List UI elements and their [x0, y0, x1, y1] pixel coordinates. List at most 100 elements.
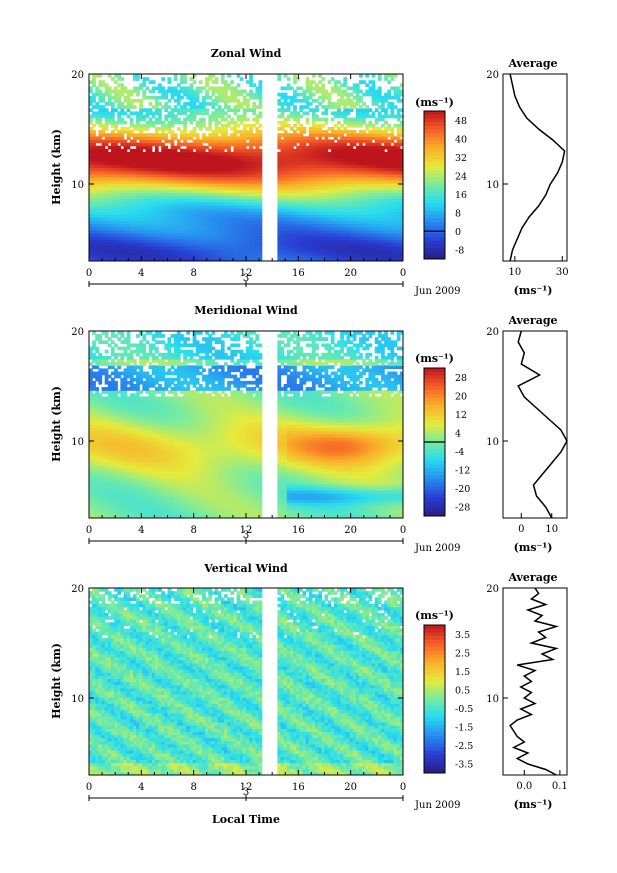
heatmap-cell: [368, 229, 373, 234]
heatmap-cell: [252, 242, 257, 247]
heatmap-cell: [286, 176, 291, 181]
heatmap-cell: [308, 239, 313, 243]
heatmap-cell: [132, 126, 137, 131]
heatmap-cell: [154, 155, 159, 159]
heatmap-cell: [101, 139, 106, 144]
heatmap-cell: [158, 117, 162, 122]
heatmap-cell: [170, 145, 175, 150]
heatmap-cell: [246, 142, 250, 147]
heatmap-cell: [374, 195, 379, 200]
heatmap-cell: [158, 257, 162, 261]
heatmap-cell: [302, 245, 307, 250]
heatmap-cell: [277, 92, 282, 97]
heatmap-cell: [387, 148, 392, 153]
heatmap-cell: [277, 217, 282, 222]
heatmap-cell: [252, 167, 257, 172]
heatmap-cell: [324, 239, 329, 243]
heatmap-cell: [205, 189, 209, 194]
heatmap-cell: [286, 167, 291, 172]
heatmap-cell: [283, 223, 288, 228]
heatmap-cell: [289, 167, 294, 172]
heatmap-cell: [305, 192, 310, 197]
heatmap-cell: [333, 179, 338, 184]
heatmap-cell: [202, 123, 206, 128]
heatmap-cell: [142, 126, 147, 131]
heatmap-cell: [296, 232, 300, 237]
heatmap-cell: [164, 105, 169, 109]
heatmap-cell: [129, 248, 134, 253]
heatmap-cell: [255, 148, 260, 153]
heatmap-cell: [110, 226, 115, 231]
heatmap-cell: [340, 239, 344, 243]
heatmap-cell: [330, 192, 335, 197]
heatmap-cell: [148, 183, 153, 187]
heatmap-cell: [220, 217, 225, 222]
heatmap-cell: [148, 257, 153, 261]
heatmap-cell: [286, 198, 291, 203]
heatmap-cell: [318, 89, 322, 94]
heatmap-cell: [296, 198, 300, 203]
heatmap-cell: [117, 217, 121, 222]
heatmap-cell: [318, 126, 322, 131]
heatmap-cell: [180, 142, 184, 147]
heatmap-cell: [299, 126, 304, 131]
heatmap-cell: [176, 211, 181, 215]
heatmap-cell: [343, 139, 348, 144]
heatmap-cell: [89, 254, 93, 259]
heatmap-cell: [330, 245, 335, 250]
heatmap-cell: [362, 139, 366, 144]
heatmap-cell: [330, 86, 335, 91]
heatmap-cell: [145, 217, 150, 222]
heatmap-cell: [145, 148, 150, 153]
heatmap-cell: [126, 95, 131, 100]
heatmap-cell: [302, 179, 307, 184]
heatmap-cell: [286, 155, 291, 159]
heatmap-cell: [321, 245, 326, 250]
heatmap-cell: [173, 176, 178, 181]
heatmap-cell: [110, 183, 115, 187]
heatmap-cell: [365, 245, 370, 250]
heatmap-cell: [371, 192, 376, 197]
heatmap-cell: [101, 257, 106, 261]
heatmap-cell: [359, 105, 363, 109]
heatmap-cell: [343, 77, 348, 81]
heatmap-cell: [387, 189, 392, 194]
heatmap-cell: [387, 226, 392, 231]
heatmap-cell: [180, 251, 184, 256]
heatmap-cell: [123, 98, 128, 103]
heatmap-cell: [151, 204, 156, 209]
heatmap-cell: [104, 167, 109, 172]
heatmap-cell: [318, 239, 322, 243]
heatmap-cell: [283, 92, 288, 97]
heatmap-cell: [381, 164, 385, 169]
heatmap-cell: [129, 208, 134, 212]
heatmap-cell: [158, 245, 162, 250]
heatmap-cell: [158, 142, 162, 147]
heatmap-cell: [286, 236, 291, 240]
heatmap-cell: [333, 83, 338, 88]
heatmap-cell: [170, 211, 175, 215]
heatmap-cell: [95, 220, 100, 225]
heatmap-cell: [161, 123, 165, 128]
heatmap-cell: [349, 133, 354, 137]
heatmap-cell: [399, 217, 403, 222]
heatmap-cell: [161, 211, 165, 215]
heatmap-cell: [255, 208, 260, 212]
heatmap-cell: [110, 105, 115, 109]
heatmap-cell: [239, 133, 244, 137]
heatmap-cell: [399, 148, 403, 153]
heatmap-cell: [211, 239, 216, 243]
heatmap-cell: [158, 161, 162, 165]
heatmap-cell: [145, 242, 150, 247]
heatmap-cell: [393, 201, 398, 206]
heatmap-cell: [346, 176, 351, 181]
heatmap-cell: [324, 108, 329, 112]
heatmap-cell: [132, 77, 137, 81]
heatmap-cell: [321, 195, 326, 200]
heatmap-cell: [161, 217, 165, 222]
heatmap-cell: [230, 251, 235, 256]
heatmap-cell: [242, 136, 247, 141]
heatmap-cell: [390, 155, 395, 159]
heatmap-cell: [299, 170, 304, 175]
heatmap-cell: [330, 145, 335, 150]
